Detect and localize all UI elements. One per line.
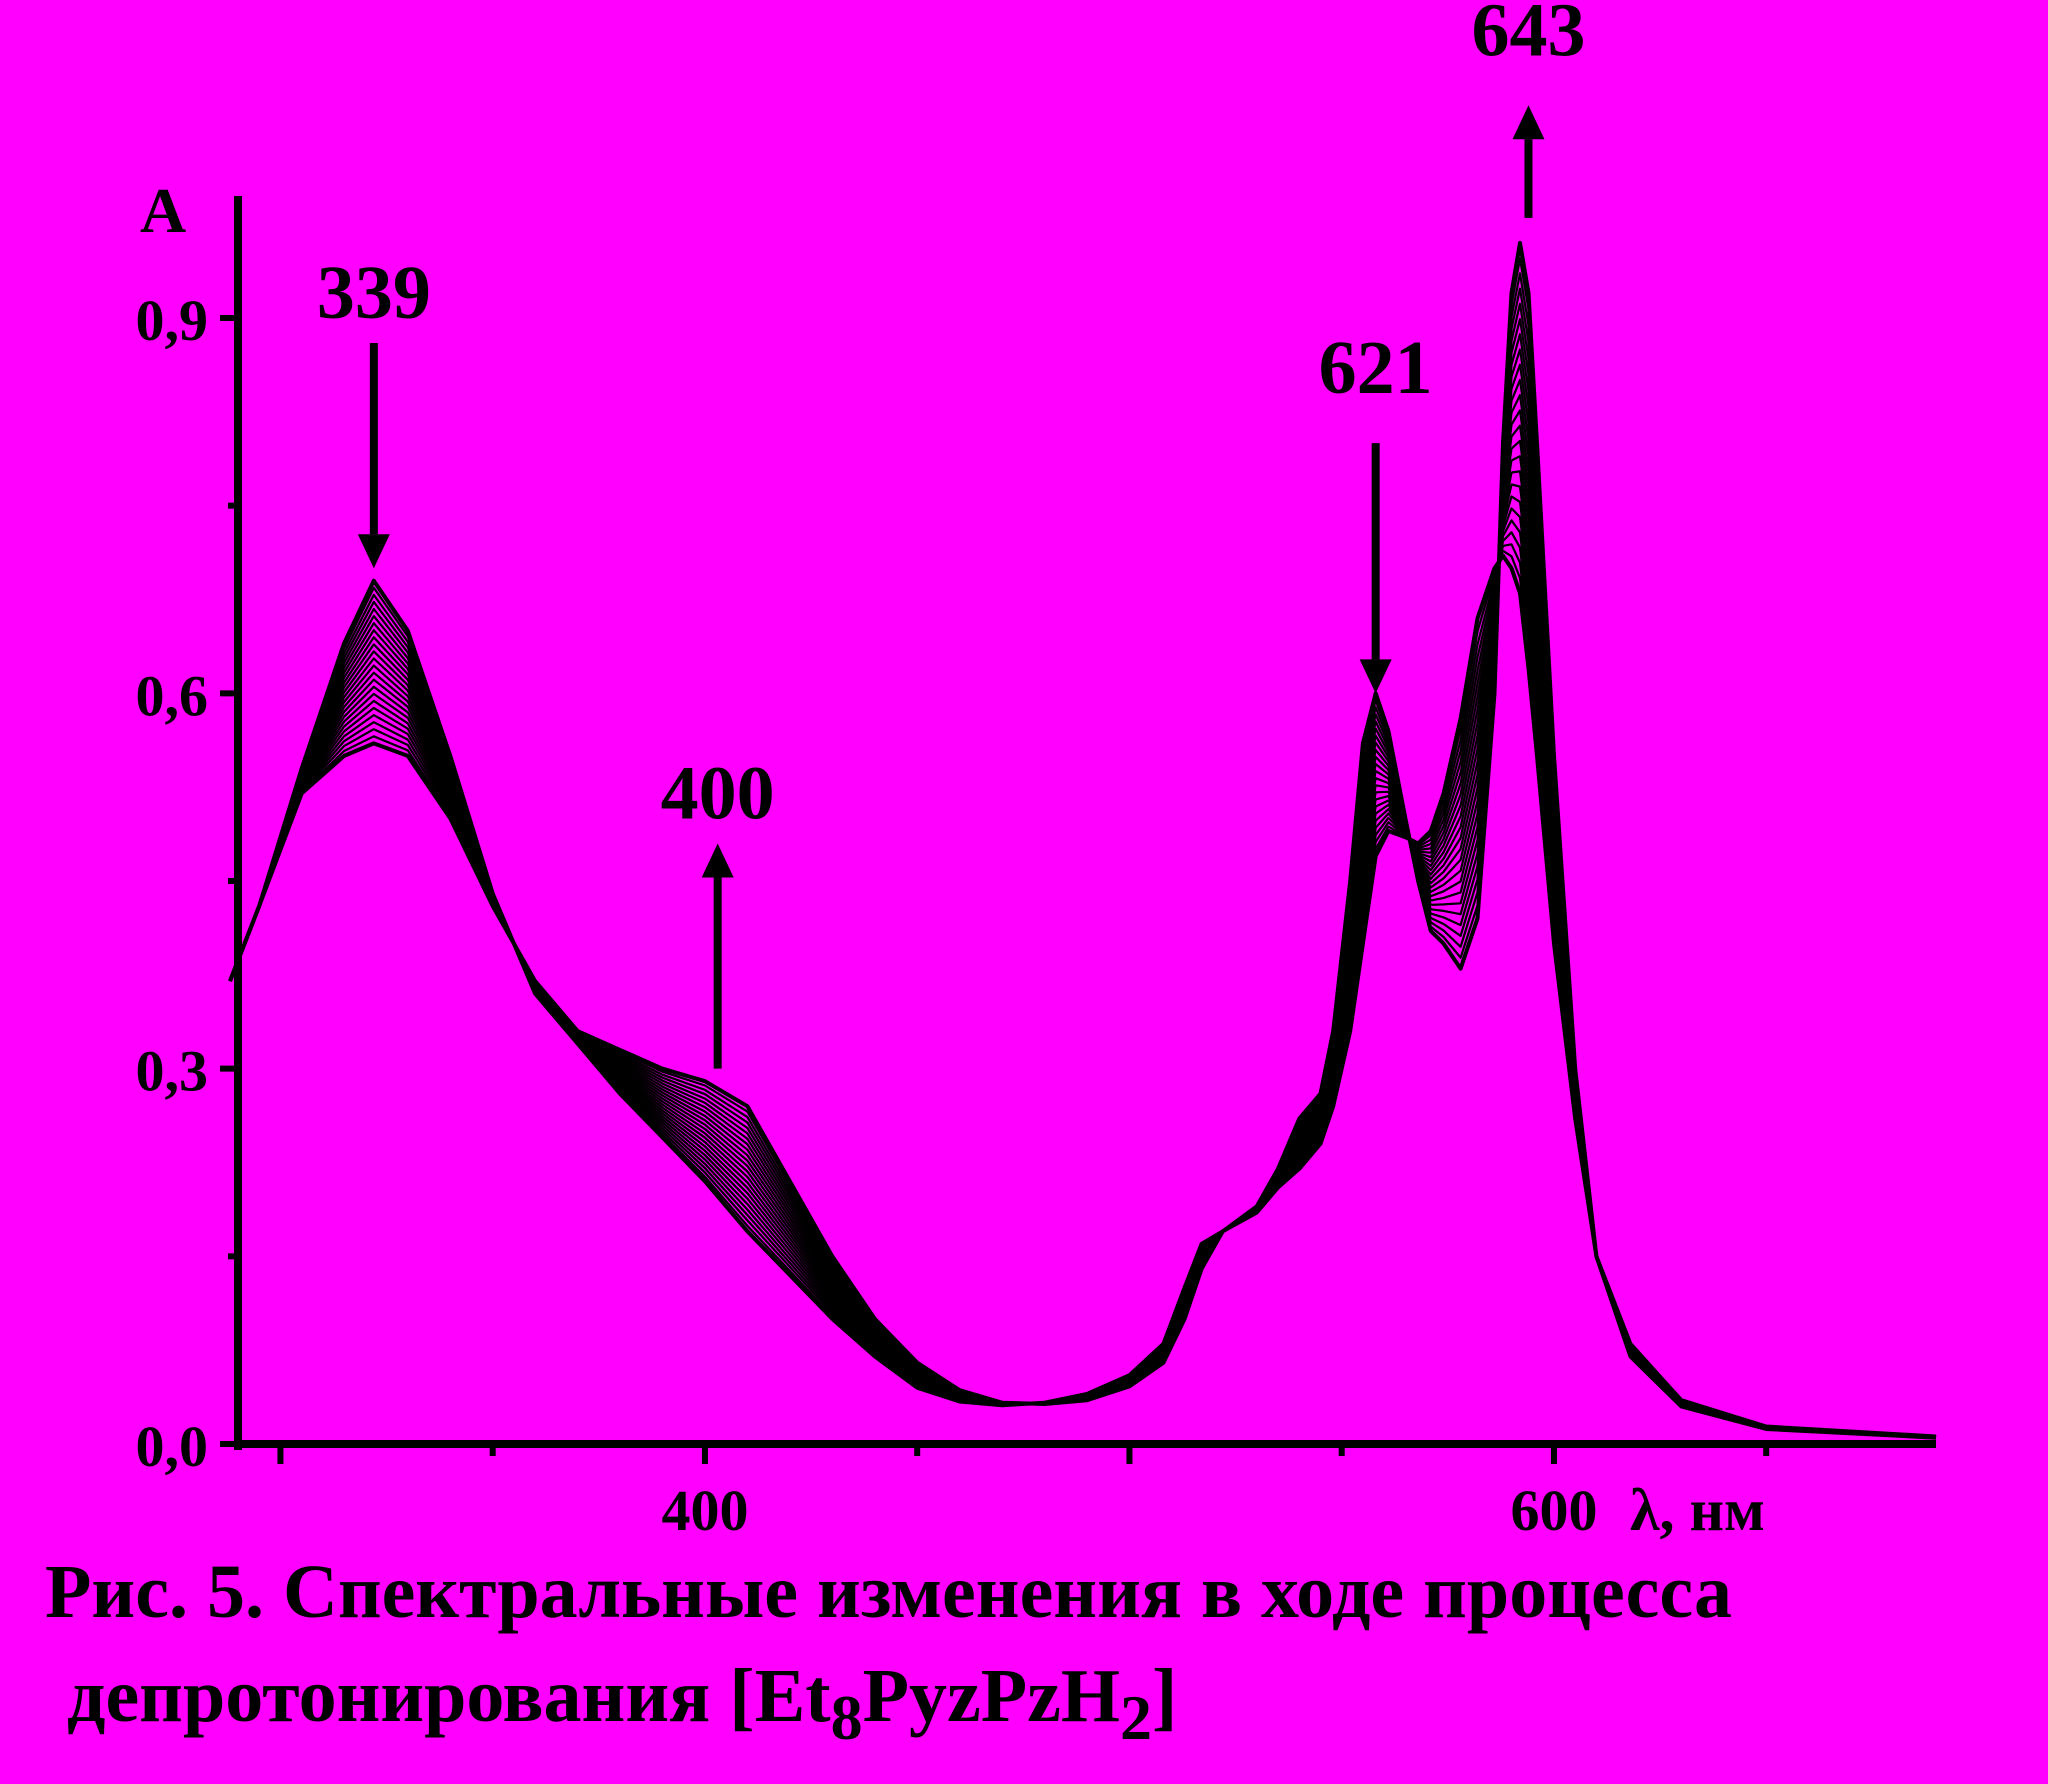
arrow-643-head [1512, 105, 1545, 140]
figure-caption: Рис. 5. Спектральные изменения в ходе пр… [45, 1540, 2045, 1750]
x-tick-label: 400 [661, 1478, 748, 1543]
spectrum-line-20 [228, 519, 1937, 1438]
y-tick-label: 0,0 [136, 1414, 209, 1479]
spectrum-line-9 [228, 363, 1937, 1439]
spectrum-line-22 [228, 543, 1937, 1438]
caption-sub-1: 8 [830, 1682, 863, 1753]
spectrum-line-24 [228, 553, 1937, 1439]
y-tick-label: 0,3 [136, 1039, 209, 1104]
annotations: 339 400 621 643 [317, 0, 1585, 1069]
spectrum-line-13 [228, 424, 1937, 1439]
spectrum-line-23 [228, 549, 1937, 1438]
tick-labels: 0,0 0,3 0,6 0,9 400 600 [136, 288, 1598, 1543]
axes [220, 196, 1936, 1464]
spectrum-line-14 [228, 439, 1937, 1439]
spectrum-line-18 [228, 495, 1937, 1438]
spectrum-line-19 [228, 507, 1937, 1438]
x-tick-label: 600 [1510, 1478, 1597, 1543]
caption-line-2: депротонирования [Et8PyzPzH2] [45, 1644, 2045, 1750]
spectrum-line-11 [228, 394, 1937, 1439]
caption-line-2-prefix: депротонирования [Et [67, 1654, 831, 1738]
caption-line-1: Рис. 5. Спектральные изменения в ходе пр… [45, 1550, 1733, 1634]
peak-label-400: 400 [661, 751, 775, 835]
y-axis-label: A [140, 175, 186, 246]
peak-label-643: 643 [1471, 0, 1585, 72]
x-axis-label: λ, нм [1630, 1477, 1765, 1543]
y-tick-label: 0,6 [136, 663, 209, 728]
spectrum-line-2 [228, 257, 1937, 1439]
caption-sub-2: 2 [1120, 1682, 1152, 1753]
spectra-curves [228, 240, 1937, 1440]
arrow-400-head [701, 843, 734, 878]
peak-label-621: 621 [1319, 326, 1433, 410]
spectrum-line-21 [228, 531, 1937, 1438]
spectrum-line-3 [228, 272, 1937, 1439]
spectrum-line-1 [228, 240, 1937, 1440]
peak-label-339: 339 [317, 251, 431, 335]
spectrum-line-4 [228, 287, 1937, 1439]
caption-line-2-suffix: ] [1152, 1654, 1178, 1738]
spectrum-line-10 [228, 378, 1937, 1439]
arrow-621-head [1359, 659, 1392, 694]
spectrum-line-17 [228, 483, 1937, 1438]
y-tick-label: 0,9 [136, 288, 209, 353]
spectrum-line-15 [228, 455, 1937, 1439]
arrow-339-head [357, 534, 390, 569]
spectrum-line-12 [228, 409, 1937, 1439]
spectrum-line-16 [228, 470, 1937, 1438]
caption-line-2-mid: PyzPzH [862, 1654, 1120, 1738]
